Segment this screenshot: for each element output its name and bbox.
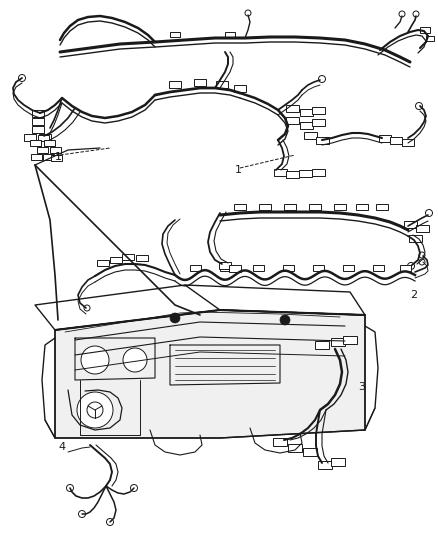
Bar — [38, 135, 49, 141]
Text: 4: 4 — [58, 442, 65, 452]
Bar — [416, 224, 428, 231]
Circle shape — [123, 348, 147, 372]
Bar — [426, 36, 434, 41]
Circle shape — [81, 346, 109, 374]
Bar — [234, 85, 246, 92]
Bar — [36, 147, 47, 153]
Bar — [252, 265, 264, 271]
Bar — [273, 438, 287, 446]
Text: 3: 3 — [358, 382, 365, 392]
Circle shape — [425, 209, 432, 216]
Circle shape — [318, 76, 325, 83]
Bar — [97, 260, 109, 266]
Bar — [312, 265, 324, 271]
Bar — [288, 444, 302, 452]
Bar — [315, 136, 328, 143]
Bar — [356, 204, 368, 210]
Bar — [29, 140, 40, 146]
Bar — [225, 31, 235, 36]
Circle shape — [419, 252, 425, 258]
Bar — [309, 204, 321, 210]
Circle shape — [413, 11, 419, 17]
Circle shape — [399, 11, 405, 17]
Bar — [299, 169, 311, 176]
Bar — [32, 109, 44, 117]
Bar — [300, 122, 312, 128]
Bar — [39, 133, 51, 141]
Polygon shape — [55, 310, 365, 438]
Bar — [234, 204, 246, 210]
Circle shape — [18, 75, 25, 82]
Circle shape — [87, 402, 103, 418]
Bar — [343, 265, 353, 271]
Bar — [194, 78, 206, 85]
Bar — [190, 265, 201, 271]
Bar — [273, 168, 286, 175]
Bar — [32, 117, 44, 125]
Bar — [283, 265, 293, 271]
Circle shape — [245, 10, 251, 16]
Bar — [315, 341, 329, 349]
Bar — [311, 107, 325, 114]
Circle shape — [77, 392, 113, 428]
Bar — [169, 80, 181, 87]
Bar — [318, 461, 332, 469]
Bar — [300, 109, 312, 116]
Bar — [379, 134, 391, 141]
Circle shape — [67, 484, 74, 491]
Circle shape — [84, 305, 90, 311]
Circle shape — [78, 511, 85, 518]
Bar — [403, 221, 417, 228]
Bar — [170, 31, 180, 36]
Bar — [372, 265, 384, 271]
Bar — [42, 154, 53, 160]
Circle shape — [280, 315, 290, 325]
Bar — [122, 254, 134, 260]
Bar — [216, 80, 228, 87]
Bar — [311, 168, 325, 175]
Bar — [50, 155, 61, 161]
Bar — [420, 27, 430, 33]
Bar — [43, 140, 54, 146]
Bar — [31, 154, 42, 160]
Bar — [49, 147, 60, 153]
Bar — [219, 262, 231, 269]
Bar — [304, 132, 317, 139]
Bar — [110, 257, 122, 263]
Bar — [390, 136, 402, 143]
Bar — [219, 265, 230, 271]
Circle shape — [170, 313, 180, 323]
Text: 1: 1 — [55, 152, 62, 162]
Circle shape — [407, 262, 414, 270]
Bar — [229, 264, 241, 271]
Bar — [331, 458, 345, 466]
Bar — [24, 133, 36, 141]
Circle shape — [131, 484, 138, 491]
Bar — [284, 204, 296, 210]
Bar — [286, 104, 299, 111]
Bar — [311, 118, 325, 125]
Bar — [303, 448, 317, 456]
Bar — [409, 235, 421, 241]
Bar — [259, 204, 271, 210]
Bar — [376, 204, 388, 210]
Circle shape — [419, 259, 425, 265]
Bar — [331, 338, 345, 346]
Bar — [32, 125, 44, 133]
Circle shape — [416, 102, 423, 109]
Text: 1: 1 — [235, 165, 242, 175]
Bar — [286, 171, 299, 177]
Bar — [136, 255, 148, 261]
Bar — [286, 117, 299, 124]
Bar — [343, 336, 357, 344]
Bar — [399, 265, 410, 271]
Bar — [402, 139, 414, 146]
Text: 2: 2 — [410, 290, 417, 300]
Circle shape — [106, 519, 113, 526]
Bar — [334, 204, 346, 210]
